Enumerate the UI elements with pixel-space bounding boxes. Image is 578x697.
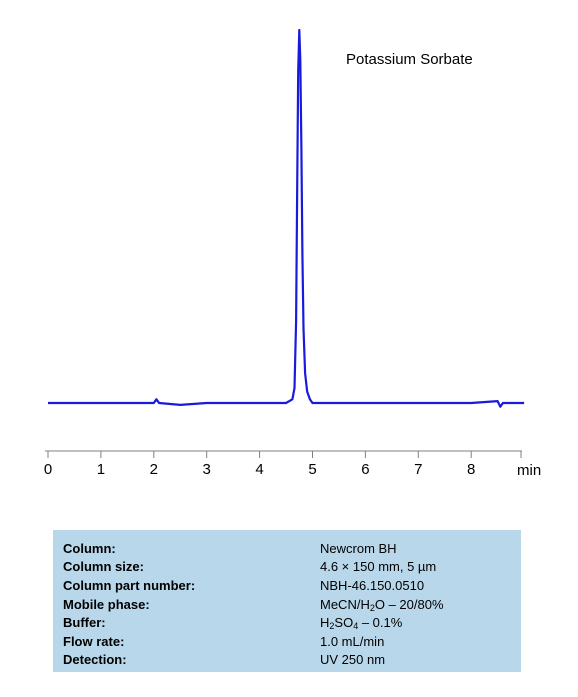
condition-label: Buffer: [63,615,106,631]
condition-label: Detection: [63,652,127,668]
x-axis-ticks: 0 1 2 3 4 5 6 7 8 [44,451,522,478]
condition-row: Flow rate: 1.0 mL/min [63,632,521,651]
condition-label: Mobile phase: [63,596,150,612]
condition-value: NBH-46.150.0510 [320,577,425,593]
condition-value: Newcrom BH [320,540,397,556]
condition-value: MeCN/H2O – 20/80% [320,596,444,613]
condition-label: Flow rate: [63,633,125,649]
condition-value: H2SO4 – 0.1% [320,615,403,632]
condition-value: UV 250 nm [320,652,386,668]
x-tick-label: 2 [150,461,158,478]
peak-label: Potassium Sorbate [346,51,473,68]
x-tick-label: 5 [308,461,316,478]
conditions-list: Column: Newcrom BH Column size: 4.6 × 150 m… [63,539,521,669]
condition-row: Mobile phase: MeCN/H2O – 20/80% [63,595,521,614]
condition-row: Column part number: NBH-46.150.0510 [63,576,521,595]
condition-row: Detection: UV 250 nm [63,651,521,670]
x-tick-label: 8 [467,461,475,478]
x-tick-label: 6 [361,461,369,478]
x-tick-label: 0 [44,461,52,478]
condition-label: Column: [63,540,116,556]
chromatogram-chart: Potassium Sorbate 0 1 2 3 4 5 6 7 8 min [44,28,541,479]
condition-row: Column: Newcrom BH [63,539,521,558]
condition-label: Column part number: [63,577,196,593]
condition-row: Buffer: H2SO4 – 0.1% [63,613,521,632]
condition-value: 4.6 × 150 mm, 5 µm [320,559,437,575]
x-tick-label: 7 [414,461,422,478]
condition-label: Column size: [63,559,144,575]
chromatogram-trace [48,28,525,408]
condition-value: 1.0 mL/min [320,633,385,649]
condition-row: Column size: 4.6 × 150 mm, 5 µm [63,558,521,577]
x-axis-unit-label: min [517,462,541,479]
x-tick-label: 4 [255,461,263,478]
x-tick-label: 3 [203,461,211,478]
x-tick-label: 1 [97,461,105,478]
method-conditions-panel: Column: Newcrom BH Column size: 4.6 × 150 m… [53,530,521,672]
